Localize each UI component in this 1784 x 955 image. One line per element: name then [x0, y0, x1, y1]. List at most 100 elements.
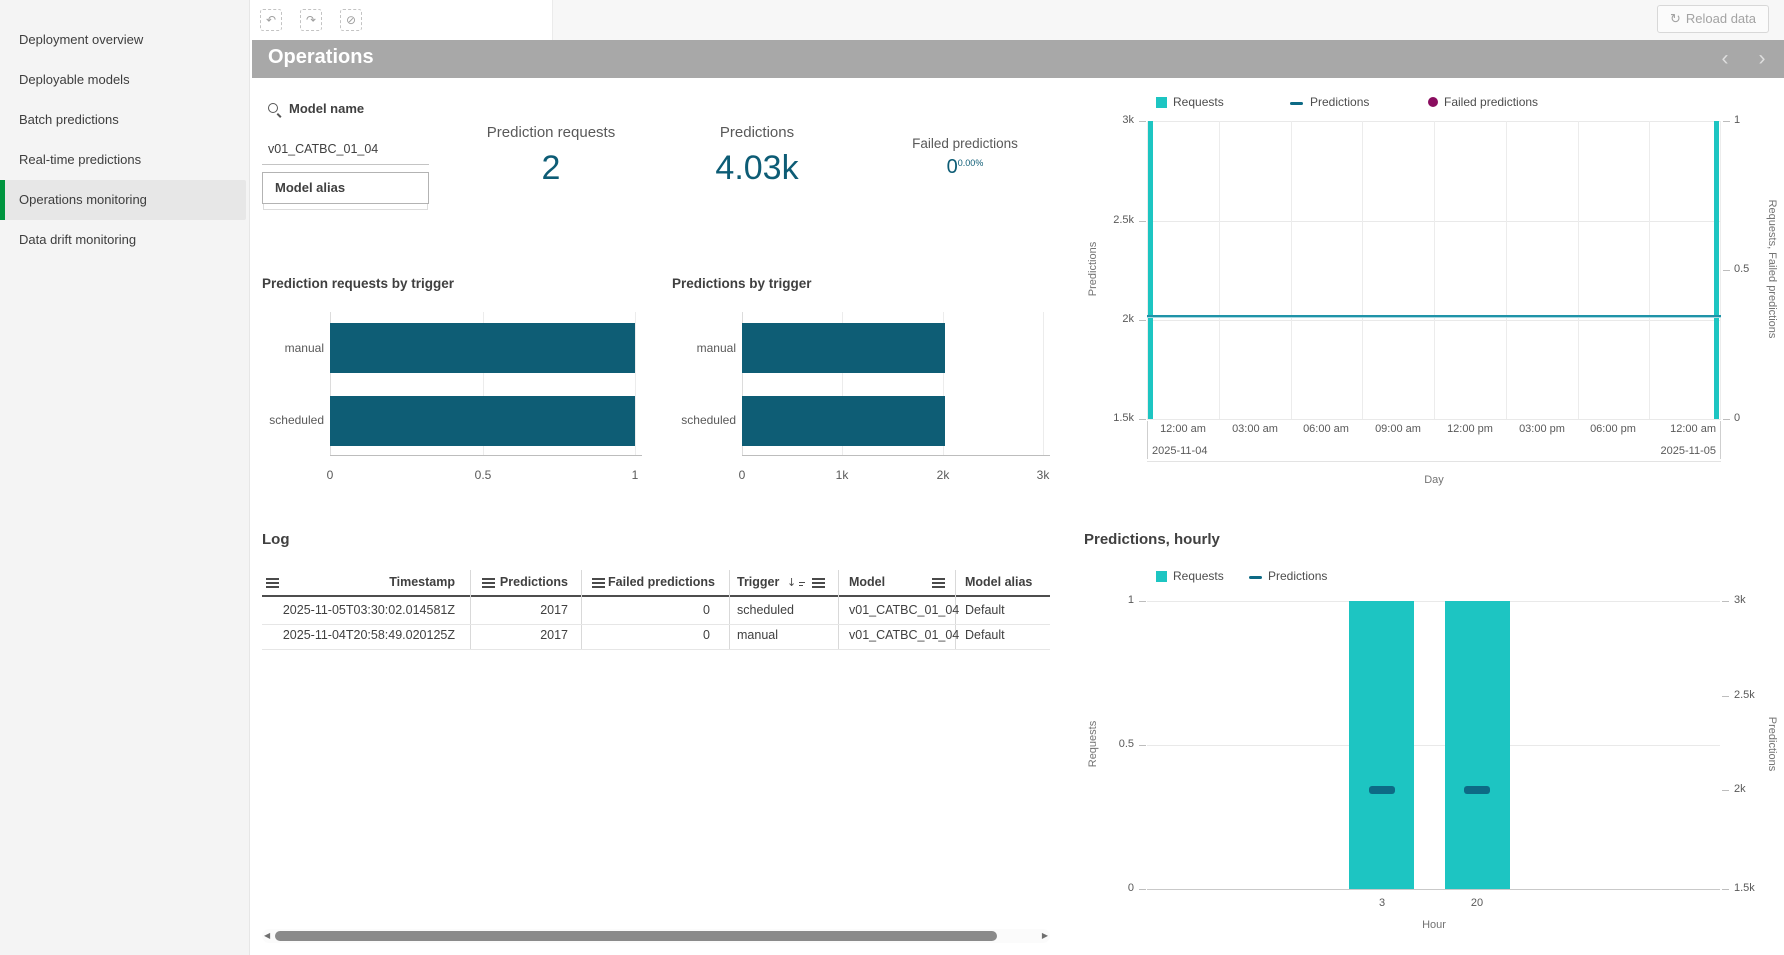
legend-label-predictions: Predictions	[1310, 95, 1370, 109]
column-header-predictions[interactable]: Predictions	[499, 575, 568, 589]
cell-failed-predictions[interactable]: 0	[703, 628, 710, 642]
y-tick: 0.5	[1118, 738, 1134, 750]
tick-mark	[1139, 889, 1146, 890]
chart-title-predictions-hourly: Predictions, hourly	[1084, 531, 1220, 548]
predictions-line[interactable]	[1147, 315, 1721, 317]
sidebar-item-data-drift-monitoring[interactable]: Data drift monitoring	[19, 232, 137, 247]
x-tick: 03:00 am	[1232, 423, 1278, 435]
x-tick: 0	[738, 468, 746, 482]
gridline	[1043, 312, 1044, 455]
cell-model[interactable]: v01_CATBC_01_04	[849, 603, 960, 617]
y-tick-right: 0	[1734, 412, 1741, 424]
kpi-value: 2	[541, 149, 561, 187]
predictions-dash-hour-20[interactable]	[1464, 786, 1490, 794]
sidebar-item-deployment-overview[interactable]: Deployment overview	[19, 32, 144, 47]
x-axis-line	[1147, 889, 1720, 890]
column-header-model[interactable]: Model	[849, 575, 886, 589]
gridline	[1720, 121, 1721, 419]
x-date-label-end: 2025-11-05	[1660, 445, 1716, 457]
y-axis-title-right: Requests, Failed predictions	[1766, 199, 1778, 339]
column-separator	[470, 570, 471, 649]
next-sheet-icon[interactable]: ›	[1758, 47, 1766, 70]
scroll-right-icon[interactable]: ▶	[1041, 931, 1048, 940]
tick-mark	[1723, 419, 1730, 420]
x-axis-line	[330, 455, 642, 456]
column-menu-icon[interactable]	[812, 578, 825, 588]
column-header-model-alias[interactable]: Model alias	[965, 575, 1033, 589]
kpi-value-row: 00.00%	[865, 156, 1065, 179]
model-alias-filter[interactable]: Model alias	[262, 172, 429, 204]
y-tick: 3k	[1122, 114, 1134, 126]
cell-failed-predictions[interactable]: 0	[703, 603, 710, 617]
scrollbar-thumb[interactable]	[275, 931, 997, 941]
tick-mark	[1723, 270, 1730, 271]
column-menu-icon[interactable]	[932, 578, 945, 588]
predictions-dash-hour-3[interactable]	[1369, 786, 1395, 794]
column-header-failed-predictions[interactable]: Failed predictions	[608, 575, 715, 589]
kpi-label: Failed predictions	[912, 136, 1018, 151]
cell-trigger[interactable]: scheduled	[737, 603, 794, 617]
y-tick-right: 0.5	[1734, 263, 1750, 275]
sidebar: Deployment overview Deployable models Ba…	[0, 0, 250, 955]
x-axis-title: Hour	[1422, 919, 1446, 931]
bar-scheduled[interactable]	[742, 396, 945, 446]
row-divider	[262, 649, 1050, 650]
requests-bar-hour-20[interactable]	[1445, 601, 1510, 889]
bar-manual[interactable]	[742, 323, 945, 373]
y-tick-right: 2.5k	[1734, 689, 1755, 701]
bar-category-label: scheduled	[681, 413, 736, 427]
cell-model-alias[interactable]: Default	[965, 628, 1005, 642]
kpi-value: 4.03k	[715, 149, 799, 187]
requests-bar-day2[interactable]	[1714, 121, 1719, 419]
gridline	[1506, 121, 1507, 419]
sidebar-item-operations-monitoring[interactable]: Operations monitoring	[0, 180, 246, 220]
column-separator	[729, 570, 730, 649]
column-menu-icon[interactable]	[592, 578, 605, 588]
selections-toolbar: ↶ ↷ ⊘ ↻ Reload data	[250, 0, 1784, 40]
legend-label-predictions: Predictions	[1268, 569, 1328, 583]
cell-model[interactable]: v01_CATBC_01_04	[849, 628, 960, 642]
legend-square-requests	[1156, 97, 1167, 108]
kpi-label: Prediction requests	[486, 124, 616, 141]
cell-model-alias[interactable]: Default	[965, 603, 1005, 617]
model-name-filter-value[interactable]: v01_CATBC_01_04	[268, 142, 379, 156]
cell-predictions[interactable]: 2017	[540, 628, 568, 642]
horizontal-scrollbar[interactable]: ◀ ▶	[262, 929, 1050, 943]
column-header-timestamp[interactable]: Timestamp	[389, 575, 455, 589]
sort-descending-icon[interactable]: ↓	[787, 576, 796, 589]
y-tick-right: 2k	[1734, 783, 1746, 795]
column-menu-icon[interactable]	[266, 578, 279, 588]
prev-sheet-icon[interactable]: ‹	[1721, 47, 1729, 70]
step-back-selection-icon[interactable]: ↶	[260, 9, 282, 31]
cell-predictions[interactable]: 2017	[540, 603, 568, 617]
sidebar-item-real-time-predictions[interactable]: Real-time predictions	[19, 152, 142, 167]
cell-timestamp[interactable]: 2025-11-04T20:58:49.020125Z	[282, 628, 455, 642]
bar-category-label: scheduled	[269, 413, 324, 427]
step-forward-selection-icon[interactable]: ↷	[300, 9, 322, 31]
page-title: Operations	[268, 46, 374, 68]
x-tick: 0	[326, 468, 334, 482]
bar-scheduled[interactable]	[330, 396, 635, 446]
sidebar-item-batch-predictions[interactable]: Batch predictions	[19, 112, 119, 127]
x-tick: 2k	[936, 468, 950, 482]
requests-bar-hour-3[interactable]	[1349, 601, 1414, 889]
y-tick: 1	[1127, 594, 1134, 606]
requests-bar-day1[interactable]	[1148, 121, 1153, 419]
column-menu-icon[interactable]	[482, 578, 495, 588]
bar-manual[interactable]	[330, 323, 635, 373]
clear-selections-icon[interactable]: ⊘	[340, 9, 362, 31]
x-tick: 03:00 pm	[1519, 423, 1565, 435]
column-header-trigger[interactable]: Trigger	[737, 575, 780, 589]
x-axis-title: Day	[1424, 474, 1444, 486]
tick-mark	[1139, 221, 1146, 222]
cell-timestamp[interactable]: 2025-11-05T03:30:02.014581Z	[282, 603, 455, 617]
axis-edge-tick	[1147, 421, 1148, 459]
reload-data-button[interactable]: ↻ Reload data	[1657, 5, 1769, 33]
search-icon[interactable]	[267, 102, 282, 122]
sidebar-item-deployable-models[interactable]: Deployable models	[19, 72, 130, 87]
cell-trigger[interactable]: manual	[737, 628, 778, 642]
tick-mark	[1723, 121, 1730, 122]
predictions-line-soft	[1147, 317, 1721, 318]
scroll-left-icon[interactable]: ◀	[264, 931, 271, 940]
